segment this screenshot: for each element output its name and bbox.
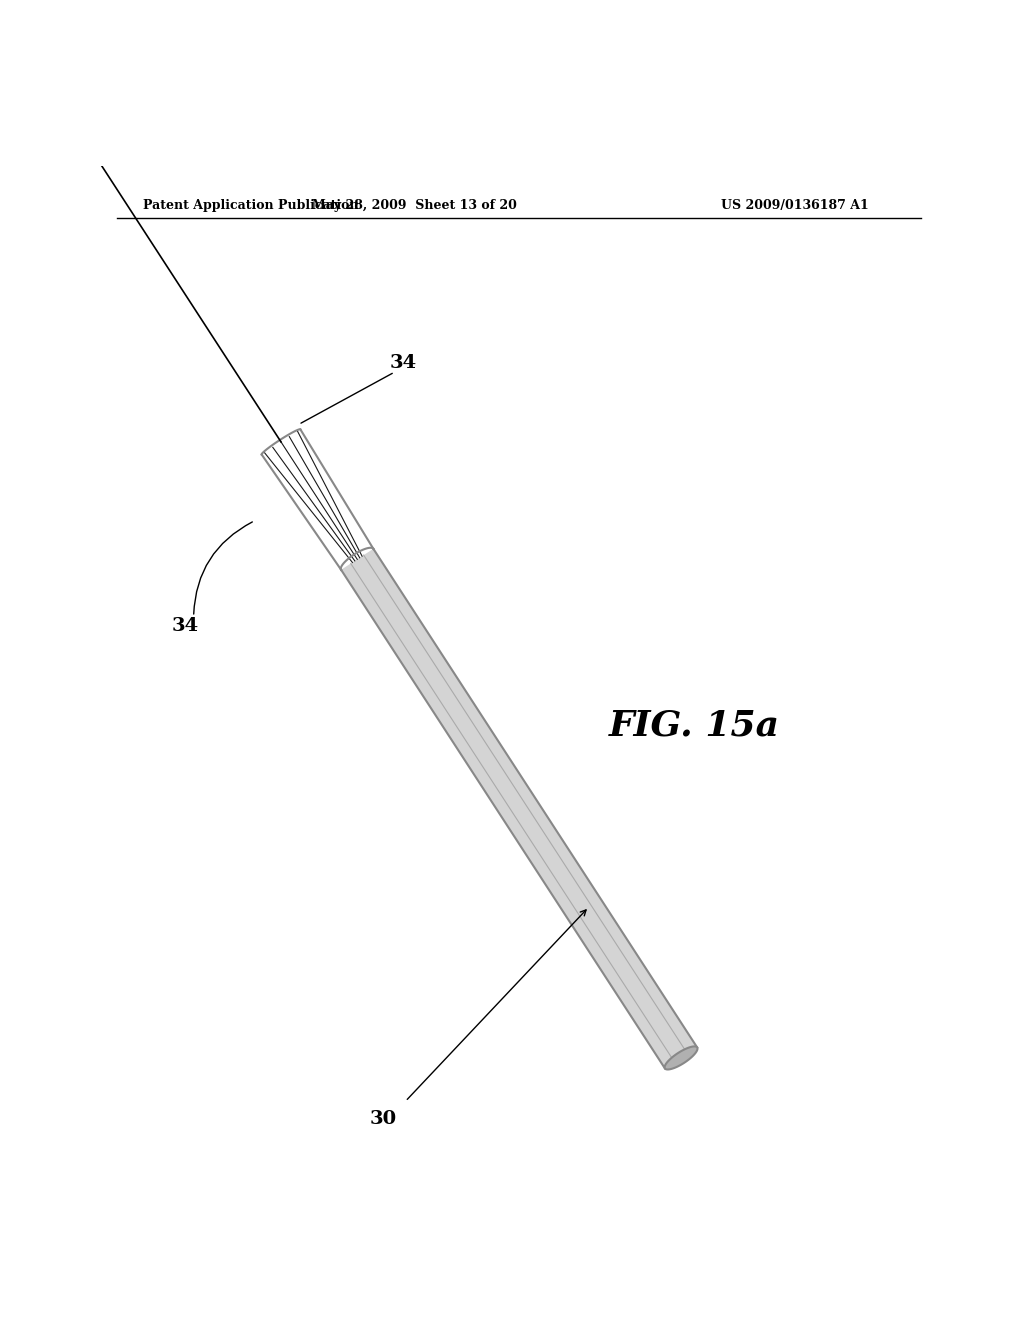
Text: 34: 34 <box>390 354 417 372</box>
Text: FIG. 15a: FIG. 15a <box>608 709 779 742</box>
Text: 34: 34 <box>171 616 199 635</box>
Text: US 2009/0136187 A1: US 2009/0136187 A1 <box>721 199 868 211</box>
Polygon shape <box>665 1047 697 1069</box>
Polygon shape <box>341 549 697 1068</box>
Text: Patent Application Publication: Patent Application Publication <box>143 199 358 211</box>
Text: May 28, 2009  Sheet 13 of 20: May 28, 2009 Sheet 13 of 20 <box>311 199 516 211</box>
Text: 30: 30 <box>370 1110 397 1127</box>
